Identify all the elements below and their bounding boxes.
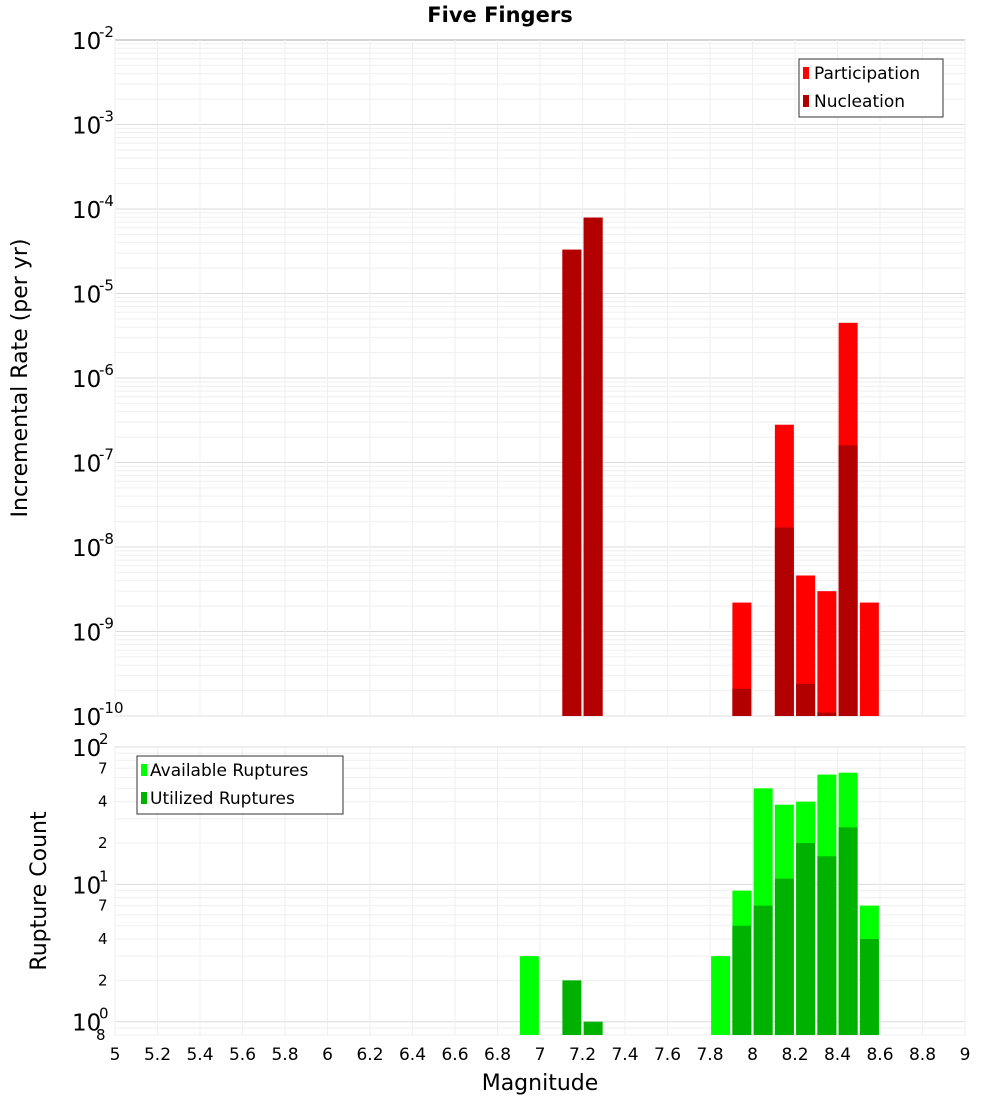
y-tick-label: 10 xyxy=(72,873,101,899)
count-bar-available-ruptures xyxy=(711,956,731,1035)
count-bar-utilized-ruptures xyxy=(732,925,752,1035)
y-tick-label: 10 xyxy=(72,283,101,309)
rate-y-axis-label: Incremental Rate (per yr) xyxy=(8,239,33,518)
y-tick-label: 10 xyxy=(72,536,101,562)
y-tick-label: 10 xyxy=(72,452,101,478)
count-legend: Available Ruptures Utilized Ruptures xyxy=(136,755,344,815)
x-tick-label: 6.8 xyxy=(484,1045,511,1065)
x-tick-label: 8.8 xyxy=(909,1045,936,1065)
y-tick-label: 10 xyxy=(72,367,101,393)
rate-gridlines xyxy=(114,40,966,717)
x-tick-label: 7.2 xyxy=(569,1045,596,1065)
legend-swatch-available xyxy=(141,764,147,776)
y-tick-exponent: -8 xyxy=(99,530,114,548)
y-tick-label: 10 xyxy=(72,198,101,224)
rate-bar-nucleation xyxy=(817,712,837,716)
x-tick-labels: 5 5.2 5.4 5.6 5.8 6 6.2 6.4 6.6 6.8 7 7.2 7.4 7.6 7.8 8… xyxy=(110,1045,971,1065)
y-tick-exponent: -2 xyxy=(99,23,114,41)
legend-swatch-utilized xyxy=(141,792,147,804)
rate-bar-participation xyxy=(817,591,837,716)
y-tick-label: 10 xyxy=(72,736,101,762)
rate-legend: Participation Nucleation xyxy=(798,58,944,118)
y-tick-label: 10 xyxy=(72,1011,101,1037)
x-tick-label: 7.8 xyxy=(696,1045,723,1065)
rate-bar-nucleation xyxy=(732,688,752,716)
rate-bar-participation xyxy=(859,602,879,716)
count-bars xyxy=(519,772,879,1035)
y-tick-exponent: 0 xyxy=(99,1005,109,1023)
rate-bar-nucleation xyxy=(562,249,582,716)
y-tick-label: 10 xyxy=(72,705,101,731)
rate-bars xyxy=(562,217,879,716)
x-tick-label: 6.4 xyxy=(399,1045,426,1065)
y-tick-exponent: -9 xyxy=(99,615,114,633)
y-minor-tick-label: 2 xyxy=(98,834,108,852)
count-bar-utilized-ruptures xyxy=(817,856,837,1035)
x-tick-label: 8.6 xyxy=(866,1045,893,1065)
y-tick-exponent: -7 xyxy=(99,446,114,464)
rate-bar-nucleation xyxy=(583,217,603,716)
rate-bar-nucleation xyxy=(774,527,794,716)
x-tick-label: 7.6 xyxy=(654,1045,681,1065)
count-bar-utilized-ruptures xyxy=(753,905,773,1035)
rate-legend-box xyxy=(798,58,944,118)
x-tick-label: 6.2 xyxy=(356,1045,383,1065)
chart-title: Five Fingers xyxy=(427,3,572,27)
y-minor-tick-label: 8 xyxy=(96,1026,106,1044)
rate-bar-participation xyxy=(732,602,752,716)
x-tick-label: 6 xyxy=(322,1045,333,1065)
x-tick-label: 5.4 xyxy=(186,1045,213,1065)
y-minor-tick-label: 4 xyxy=(98,793,108,811)
x-tick-label: 6.6 xyxy=(441,1045,468,1065)
x-axis-label: Magnitude xyxy=(482,1071,599,1096)
y-tick-exponent: 1 xyxy=(99,867,109,885)
count-bar-utilized-ruptures xyxy=(774,878,794,1035)
rate-bar-nucleation xyxy=(838,445,858,716)
y-tick-label: 10 xyxy=(72,29,101,55)
count-bar-utilized-ruptures xyxy=(562,980,582,1035)
x-tick-label: 9 xyxy=(960,1045,971,1065)
legend-label-participation: Participation xyxy=(814,64,920,84)
y-tick-exponent: -6 xyxy=(99,361,114,379)
y-tick-exponent: 2 xyxy=(99,730,109,748)
y-tick-label: 10 xyxy=(72,621,101,647)
count-y-axis-label: Rupture Count xyxy=(27,811,52,971)
rate-bar-participation xyxy=(796,575,816,716)
count-bar-utilized-ruptures xyxy=(796,843,816,1035)
y-tick-exponent: -3 xyxy=(99,108,114,126)
x-tick-label: 5.6 xyxy=(229,1045,256,1065)
legend-label-utilized: Utilized Ruptures xyxy=(150,789,295,809)
count-bar-utilized-ruptures xyxy=(859,939,879,1035)
y-minor-tick-label: 2 xyxy=(98,971,108,989)
x-tick-label: 8.2 xyxy=(781,1045,808,1065)
x-tick-label: 8.4 xyxy=(824,1045,851,1065)
count-legend-box xyxy=(136,755,344,815)
x-tick-label: 7 xyxy=(535,1045,546,1065)
y-minor-tick-label: 7 xyxy=(98,759,108,777)
y-tick-exponent: -5 xyxy=(99,277,114,295)
y-tick-label: 10 xyxy=(72,114,101,140)
x-tick-label: 5 xyxy=(110,1045,121,1065)
x-tick-label: 5.2 xyxy=(144,1045,171,1065)
y-tick-exponent: -10 xyxy=(99,699,124,717)
y-minor-tick-label: 4 xyxy=(98,930,108,948)
legend-label-nucleation: Nucleation xyxy=(814,92,905,112)
x-tick-label: 8 xyxy=(747,1045,758,1065)
legend-label-available: Available Ruptures xyxy=(150,761,308,781)
rate-bar-nucleation xyxy=(796,683,816,716)
x-tick-label: 7.4 xyxy=(611,1045,638,1065)
legend-swatch-nucleation xyxy=(803,95,809,107)
legend-swatch-participation xyxy=(803,67,809,79)
y-minor-tick-label: 7 xyxy=(98,897,108,915)
count-bar-utilized-ruptures xyxy=(583,1021,603,1035)
count-bar-utilized-ruptures xyxy=(838,827,858,1035)
count-bar-available-ruptures xyxy=(519,956,539,1035)
y-tick-exponent: -4 xyxy=(99,192,114,210)
x-tick-label: 5.8 xyxy=(271,1045,298,1065)
